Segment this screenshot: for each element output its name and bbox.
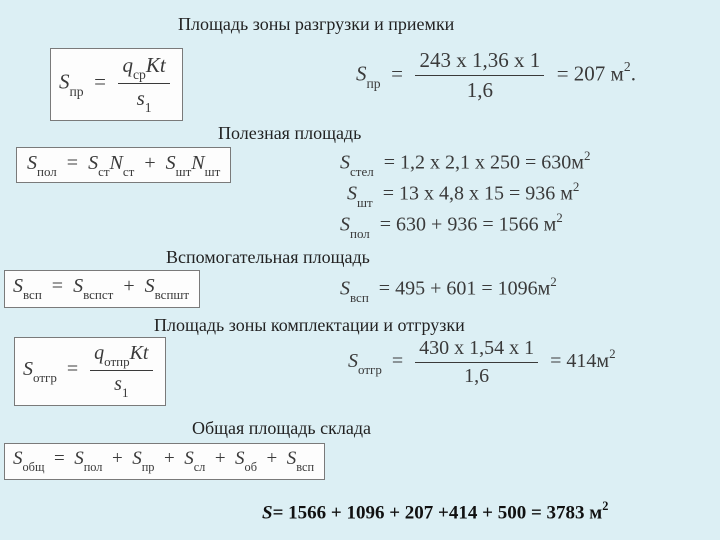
formula-sotgr-symbolic: Sотгр = qотпрKt s1: [14, 337, 166, 406]
formula-spr-numeric: Sпр = 243 x 1,36 x 1 1,6 = 207 м2.: [356, 48, 636, 103]
heading-shipping-zone: Площадь зоны комплектации и отгрузки: [154, 315, 465, 336]
heading-receiving-zone: Площадь зоны разгрузки и приемки: [178, 14, 454, 35]
formula-spr-symbolic: Sпр = qсрKt s1: [50, 48, 183, 121]
heading-aux-area: Вспомогательная площадь: [166, 247, 370, 268]
formula-svsp-numeric: Sвсп = 495 + 601 = 1096м2: [340, 275, 557, 304]
formula-total-numeric: S= 1566 + 1096 + 207 +414 + 500 = 3783 м…: [262, 500, 608, 524]
formula-stotal-symbolic: Sобщ = Sпол + Sпр + Sсл + Sоб + Sвсп: [4, 443, 325, 480]
formula-spol-numeric: Sпол = 630 + 936 = 1566 м2: [340, 211, 563, 240]
heading-useful-area: Полезная площадь: [218, 123, 361, 144]
formula-sotgr-numeric: Sотгр = 430 x 1,54 x 1 1,6 = 414м2: [348, 337, 616, 388]
formula-spol-symbolic: Sпол = SстNст + SштNшт: [16, 147, 231, 183]
heading-total-area: Общая площадь склада: [192, 418, 371, 439]
formula-ssht-numeric: Sшт = 13 x 4,8 x 15 = 936 м2: [347, 180, 579, 209]
formula-svsp-symbolic: Sвсп = Sвспст + Sвспшт: [4, 270, 200, 308]
formula-sstel-numeric: Sстел = 1,2 x 2,1 x 250 = 630м2: [340, 149, 590, 178]
